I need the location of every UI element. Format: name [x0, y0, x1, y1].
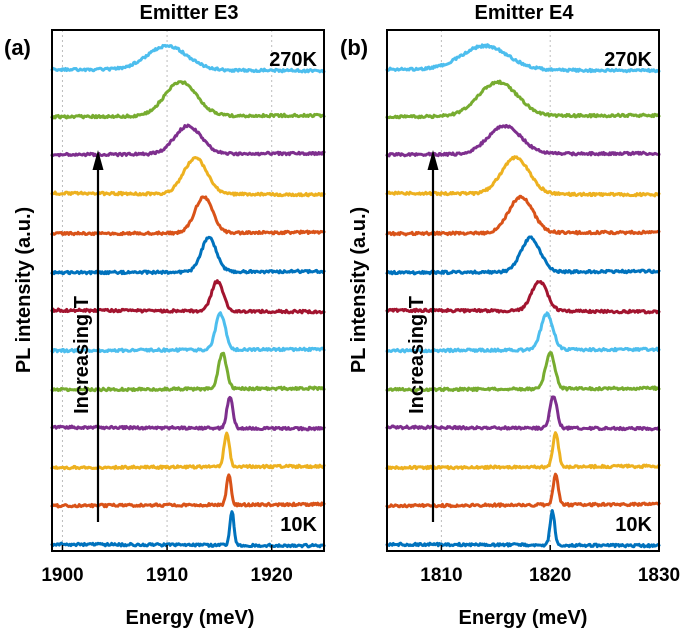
- spectrum-t12: [50, 80, 326, 120]
- label-270k: 270K: [604, 49, 652, 71]
- spectrum-10k: [385, 509, 661, 549]
- panel-b: (b) Emitter E4 1810 1820 1830 Energy (meV)…: [340, 2, 680, 629]
- increasing-t-arrow: [427, 150, 439, 522]
- label-10k: 10K: [280, 514, 317, 536]
- chart-title: Emitter E3: [140, 2, 239, 24]
- plot-area: [52, 30, 324, 551]
- x-ticks: 1900 1910 1920: [41, 545, 293, 586]
- annotation-text: Increasing T: [406, 296, 428, 414]
- spectrum-t12: [385, 79, 661, 120]
- axes-frame: [386, 29, 660, 552]
- panel-a: (a) Emitter E3 1900 1910 1920 Energy (meV)…: [4, 2, 326, 629]
- x-tick-label: 1820: [529, 565, 571, 586]
- x-axis-label: Energy (meV): [126, 607, 255, 629]
- x-tick-label: 1910: [146, 565, 188, 586]
- label-10k: 10K: [615, 514, 652, 536]
- x-tick-label: 1900: [41, 565, 83, 586]
- panel-label: (b): [340, 35, 368, 60]
- y-axis-label: PL intensity (a.u.): [348, 207, 370, 373]
- spectrum-10k: [50, 510, 326, 549]
- spectrum-270k: [50, 43, 326, 74]
- chart-title: Emitter E4: [475, 2, 575, 24]
- x-axis-label: Energy (meV): [459, 607, 588, 629]
- x-tick-label: 1830: [638, 565, 680, 586]
- annotation-text: Increasing T: [71, 296, 93, 414]
- x-tick-label: 1920: [251, 565, 293, 586]
- panel-label: (a): [4, 35, 31, 60]
- label-270k: 270K: [269, 49, 317, 71]
- increasing-t-arrow: [92, 150, 104, 522]
- axes-frame: [51, 29, 325, 552]
- plot-area: [387, 30, 659, 551]
- spectrum-270k: [385, 43, 661, 74]
- y-axis-label: PL intensity (a.u.): [13, 207, 35, 373]
- x-ticks: 1810 1820 1830: [420, 545, 680, 586]
- x-tick-label: 1810: [420, 565, 462, 586]
